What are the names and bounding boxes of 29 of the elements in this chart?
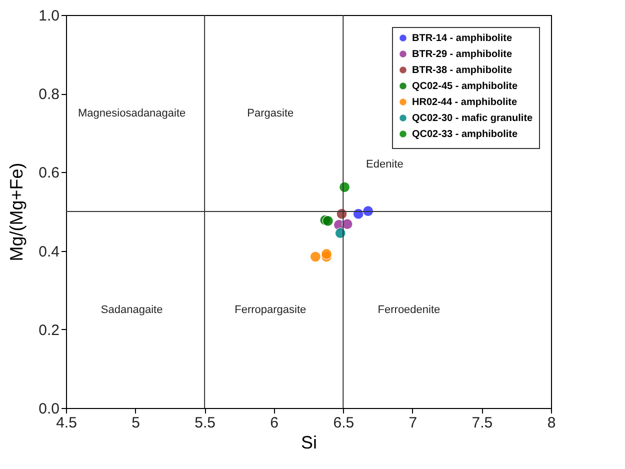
y-tick-label: 1.0 <box>38 8 60 24</box>
x-tick-label: 7 <box>408 414 418 432</box>
x-axis-title: Si <box>300 432 318 452</box>
y-tick-label: 0.8 <box>38 86 60 104</box>
annotation: Pargasite <box>247 107 294 120</box>
annotation: Edenite <box>366 158 404 170</box>
x-tick-label: 4.5 <box>56 414 77 432</box>
x-tick-label: 6.5 <box>333 414 354 432</box>
legend-label: BTR-14 - amphibolite <box>412 33 512 44</box>
legend-label: QC02-33 - amphibolite <box>412 129 518 140</box>
legend-label: QC02-30 - mafic granulite <box>412 113 534 124</box>
y-axis-title: Mg/(Mg+Fe) <box>6 162 27 262</box>
y-tick-label: 0.6 <box>38 164 60 182</box>
y-tick-label: 0.2 <box>38 322 60 339</box>
y-tick-label: 0.0 <box>38 400 60 418</box>
legend-label: HR02-44 - amphibolite <box>412 97 518 108</box>
legend-label: BTR-38 - amphibolite <box>412 65 512 76</box>
annotation: Magnesiosadanagaite <box>78 107 186 120</box>
annotation: Ferropargasite <box>234 304 306 316</box>
legend-label: QC02-45 - amphibolite <box>412 81 518 92</box>
y-tick-label: 0.4 <box>38 243 60 260</box>
annotation: Sadanagaite <box>100 304 163 316</box>
legend-label: BTR-29 - amphibolite <box>412 49 512 60</box>
x-tick-label: 5 <box>132 414 140 432</box>
x-tick-label: 7.5 <box>472 414 493 432</box>
x-tick-label: 6 <box>270 414 279 432</box>
annotation: Ferroedenite <box>378 304 440 316</box>
x-tick-label: 8 <box>547 414 556 432</box>
x-tick-label: 5.5 <box>194 414 216 432</box>
